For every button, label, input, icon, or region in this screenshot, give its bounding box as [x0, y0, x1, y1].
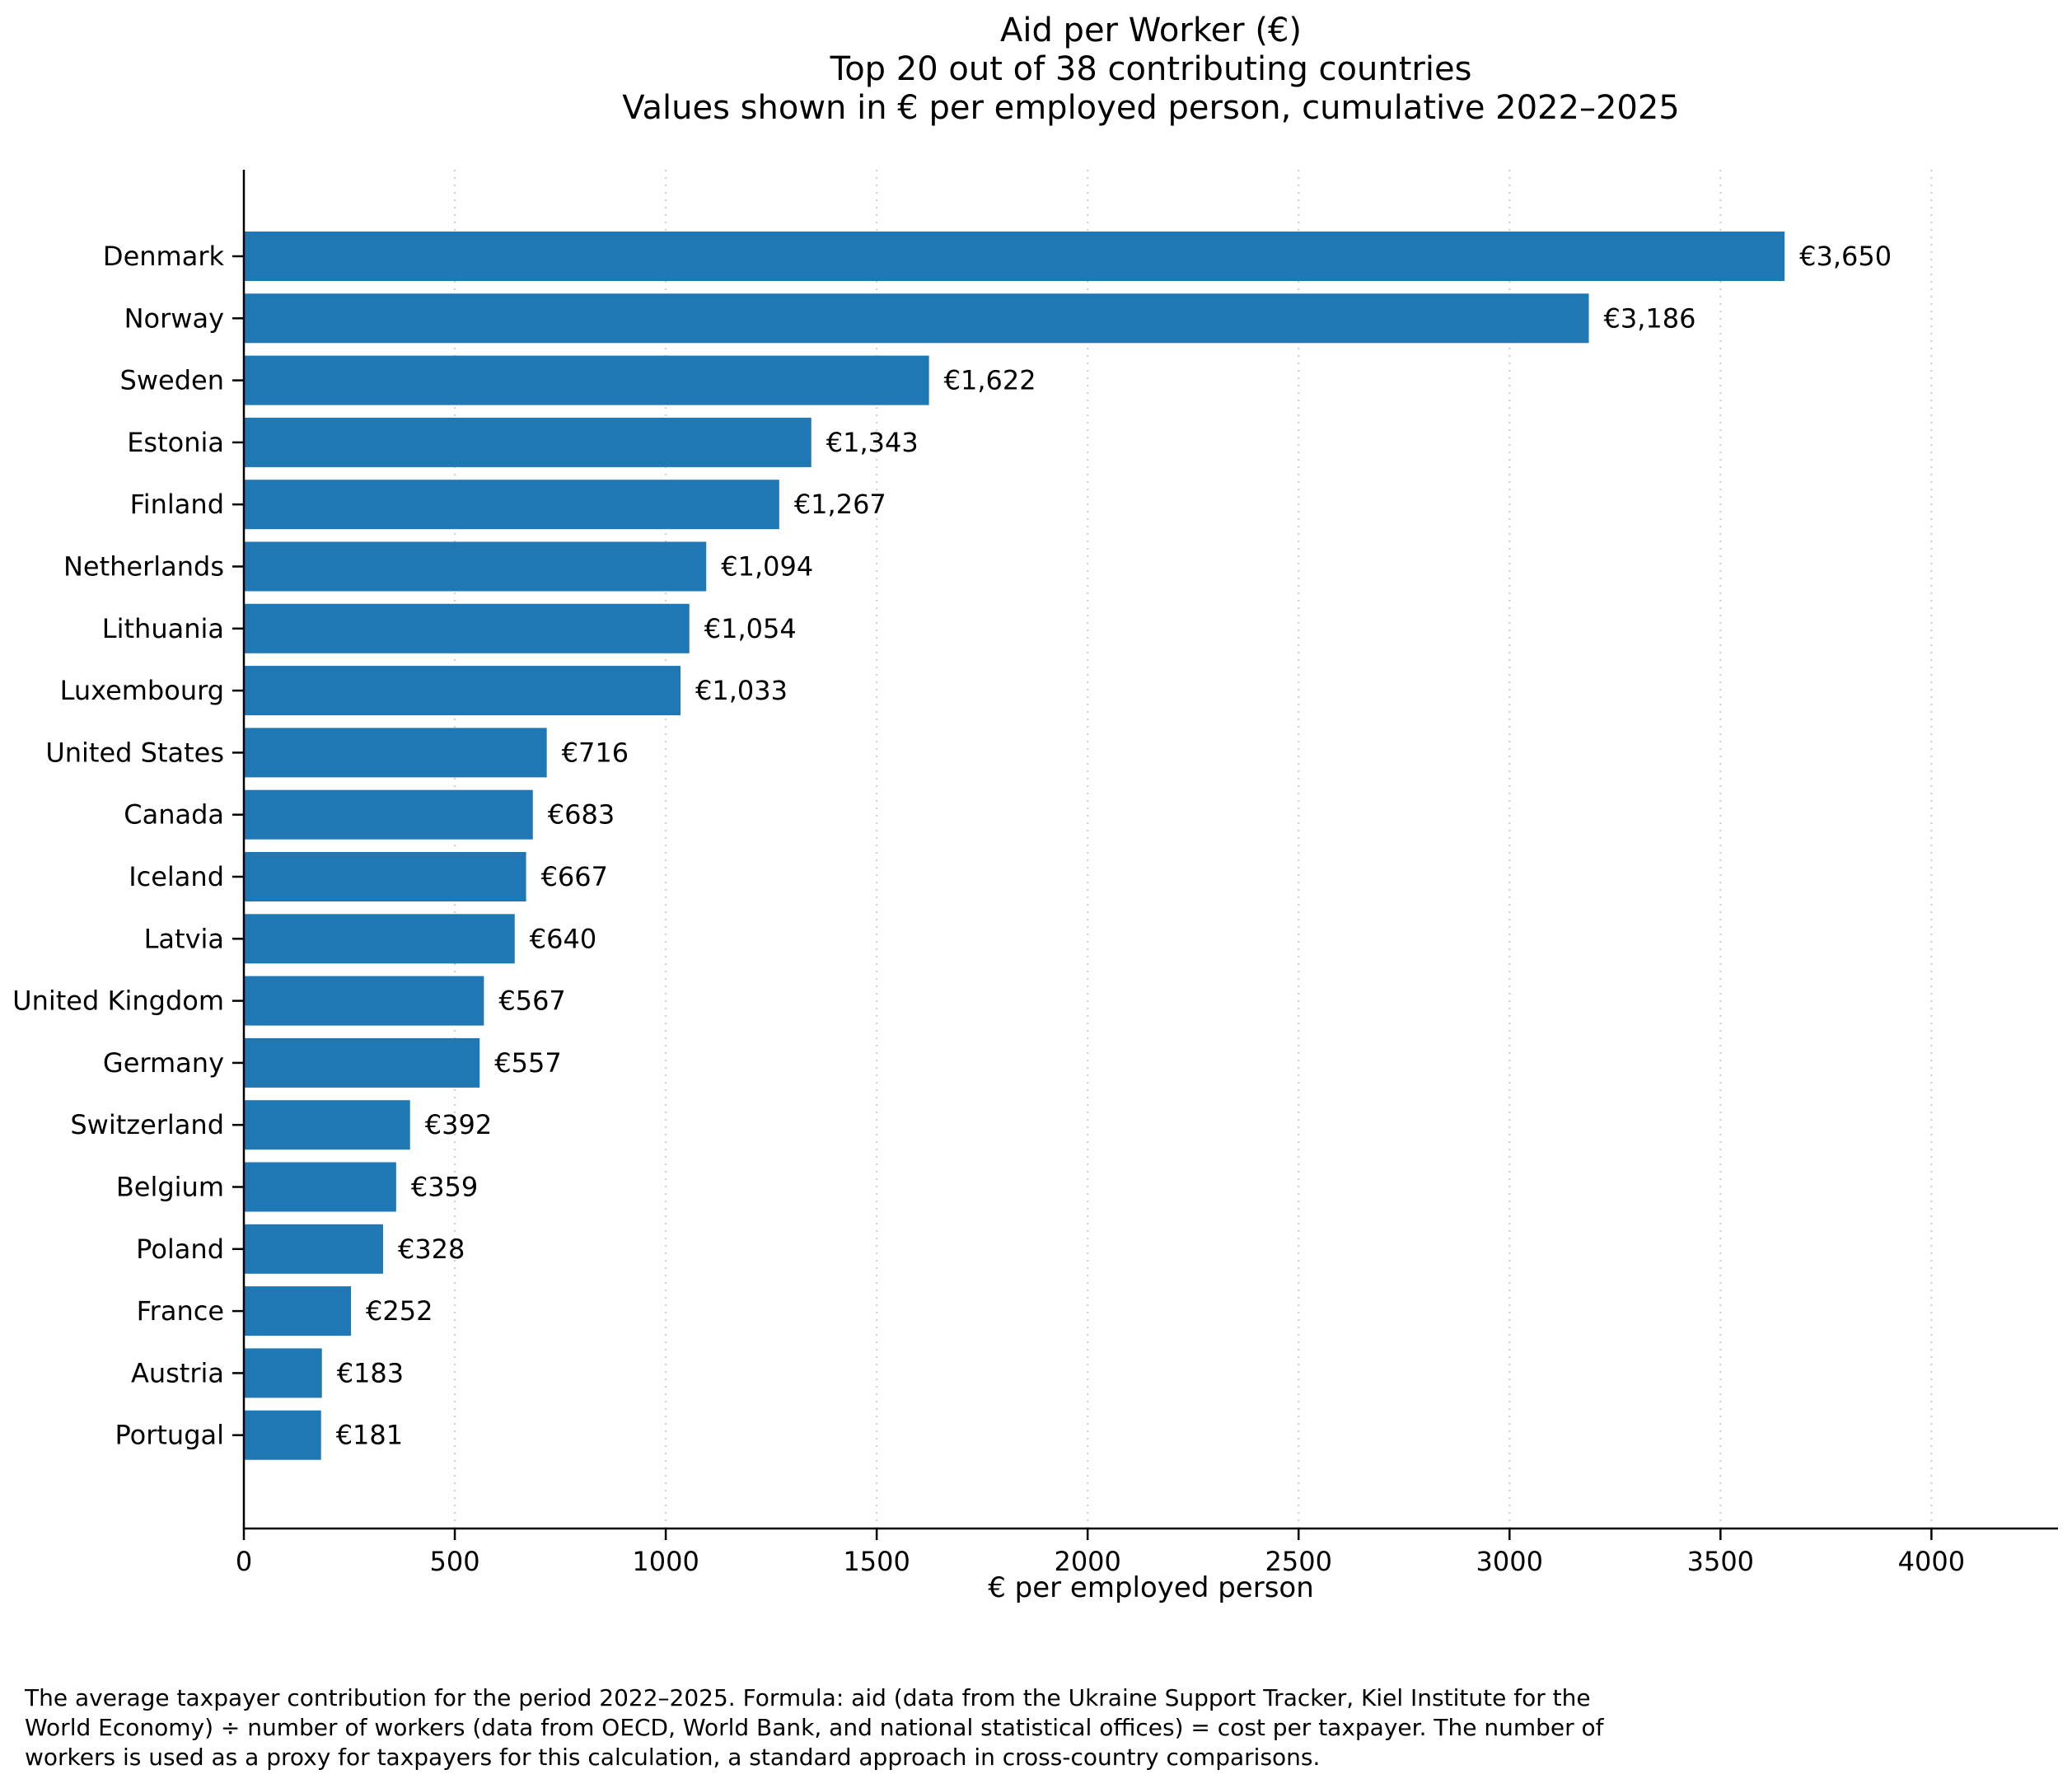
bar-iceland: [245, 852, 526, 901]
country-label-switzerland: Switzerland: [70, 1109, 224, 1140]
chart-title-line-3: Values shown in € per employed person, c…: [622, 89, 1680, 127]
bar-canada: [245, 789, 533, 840]
bar-switzerland: [245, 1100, 410, 1150]
x-tick-label-3000: 3000: [1476, 1546, 1543, 1577]
country-label-portugal: Portugal: [115, 1420, 224, 1451]
bar-luxembourg: [245, 666, 681, 716]
x-tick-label-2500: 2500: [1265, 1546, 1332, 1577]
bar-norway: [245, 293, 1589, 344]
bar-denmark: [245, 232, 1785, 281]
country-label-finland: Finland: [130, 489, 224, 520]
bar-belgium: [245, 1162, 396, 1212]
value-label-iceland: €667: [541, 861, 608, 892]
chart-title-line-2: Top 20 out of 38 contributing countries: [830, 50, 1472, 88]
x-tick-label-4000: 4000: [1898, 1546, 1965, 1577]
country-label-estonia: Estonia: [127, 427, 224, 458]
x-tick-label-1500: 1500: [843, 1546, 910, 1577]
footnote: The average taxpayer contribution for th…: [25, 1684, 1604, 1771]
bar-netherlands: [245, 541, 707, 592]
value-label-canada: €683: [548, 799, 615, 831]
chart-title-line-1: Aid per Worker (€): [999, 12, 1303, 49]
x-axis-label: € per employed person: [988, 1571, 1314, 1604]
value-label-latvia: €640: [530, 923, 596, 954]
value-label-belgium: €359: [411, 1172, 478, 1203]
bar-germany: [245, 1037, 480, 1088]
x-tick-label-500: 500: [430, 1546, 480, 1577]
x-tick-label-0: 0: [236, 1546, 252, 1577]
bar-lithuania: [245, 603, 690, 653]
x-tick-label-1000: 1000: [632, 1546, 699, 1577]
value-label-united-kingdom: €567: [498, 985, 565, 1017]
value-label-estonia: €1,343: [826, 427, 919, 458]
bar-united-kingdom: [245, 976, 484, 1026]
value-label-portugal: €181: [336, 1420, 403, 1451]
country-label-lithuania: Lithuania: [102, 613, 224, 644]
value-label-luxembourg: €1,033: [695, 675, 788, 706]
country-label-france: France: [137, 1295, 224, 1327]
value-label-france: €252: [366, 1295, 433, 1327]
value-label-united-states: €716: [562, 737, 629, 768]
value-label-switzerland: €392: [425, 1109, 492, 1140]
country-label-poland: Poland: [136, 1234, 224, 1265]
value-label-netherlands: €1,094: [721, 551, 813, 583]
value-label-denmark: €3,650: [1799, 241, 1892, 272]
bar-united-states: [245, 728, 547, 778]
bar-finland: [245, 480, 779, 530]
bar-sweden: [245, 355, 929, 405]
bar-portugal: [245, 1410, 321, 1460]
country-label-latvia: Latvia: [144, 923, 224, 954]
value-label-austria: €183: [337, 1357, 404, 1388]
country-label-belgium: Belgium: [116, 1172, 224, 1203]
country-label-luxembourg: Luxembourg: [60, 675, 224, 706]
country-label-austria: Austria: [131, 1357, 224, 1388]
country-label-canada: Canada: [124, 799, 224, 831]
country-label-united-states: United States: [45, 737, 224, 768]
country-label-germany: Germany: [103, 1047, 224, 1079]
value-label-germany: €557: [494, 1047, 561, 1079]
country-label-denmark: Denmark: [103, 241, 225, 272]
chart-title: Aid per Worker (€) Top 20 out of 38 cont…: [244, 12, 2058, 128]
x-tick-label-2000: 2000: [1054, 1546, 1120, 1577]
bar-austria: [245, 1348, 322, 1398]
value-label-sweden: €1,622: [944, 365, 1036, 396]
value-label-norway: €3,186: [1604, 302, 1696, 334]
value-label-lithuania: €1,054: [704, 613, 797, 644]
bar-france: [245, 1286, 352, 1337]
value-label-finland: €1,267: [794, 489, 886, 520]
bar-poland: [245, 1224, 383, 1274]
country-label-united-kingdom: United Kingdom: [12, 985, 224, 1017]
bar-estonia: [245, 417, 811, 467]
country-label-netherlands: Netherlands: [63, 551, 224, 583]
bar-chart: Denmark €3,650 Norway €3,186 Sweden €1,622 Est…: [12, 170, 2058, 1604]
country-label-norway: Norway: [124, 302, 224, 334]
bar-latvia: [245, 914, 515, 964]
value-label-poland: €328: [398, 1234, 465, 1265]
country-label-iceland: Iceland: [129, 861, 224, 892]
x-tick-label-3500: 3500: [1687, 1546, 1754, 1577]
country-label-sweden: Sweden: [120, 365, 224, 396]
